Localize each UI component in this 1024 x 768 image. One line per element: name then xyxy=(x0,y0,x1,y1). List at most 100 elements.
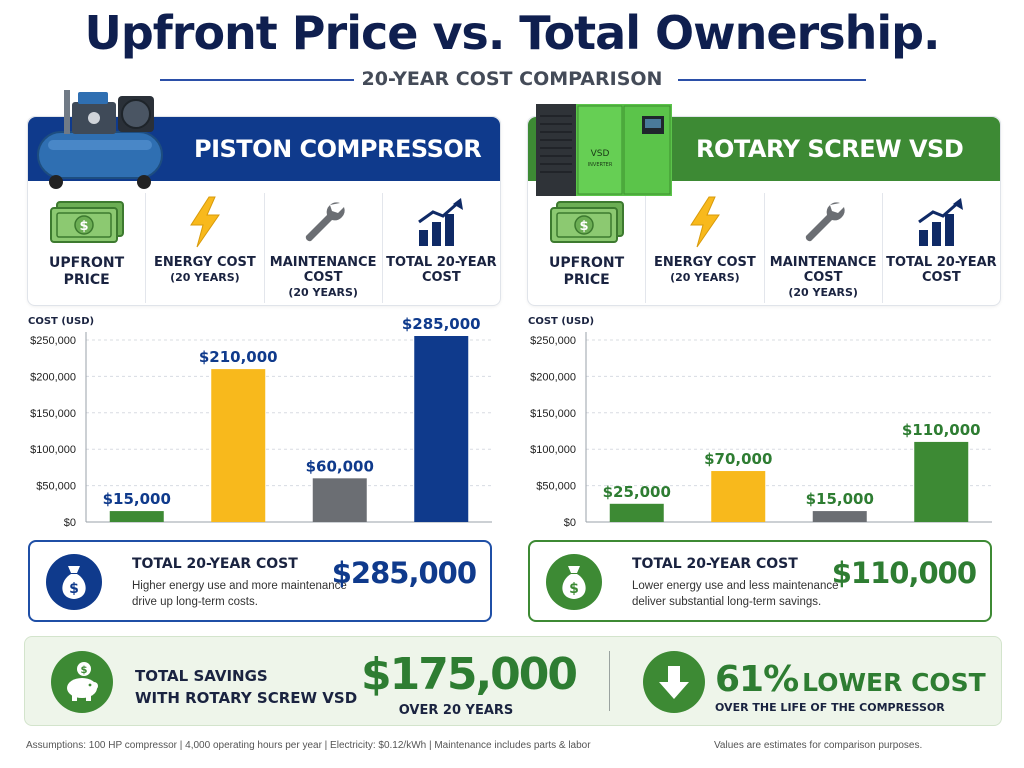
bar-3 xyxy=(812,511,867,522)
y-tick-label: $250,000 xyxy=(30,335,76,347)
bar-2 xyxy=(211,369,266,522)
arrow-down-icon xyxy=(643,651,705,713)
savings-label-line2: WITH ROTARY SCREW VSD xyxy=(135,689,358,707)
metric-label: UPFRONT PRICE xyxy=(549,255,625,288)
savings-period: OVER 20 YEARS xyxy=(398,703,514,718)
money-icon: $ xyxy=(528,193,645,251)
bar-3 xyxy=(312,478,367,522)
rotary-metric-energy: ENERGY COST (20 YEARS) xyxy=(646,193,765,303)
footer-assumptions: Assumptions: 100 HP compressor | 4,000 o… xyxy=(26,740,591,751)
piston-metric-total: TOTAL 20-YEAR COST xyxy=(383,193,500,303)
percent-subtext: OVER THE LIFE OF THE COMPRESSOR xyxy=(715,701,945,714)
percent-value: 61% xyxy=(715,659,799,700)
page-title: Upfront Price vs. Total Ownership. xyxy=(84,6,940,60)
rotary-cost-chart: COST (USD) $0 $50,000 $100,000 $150,000 $200,… xyxy=(528,316,992,529)
y-tick-label: $50,000 xyxy=(536,481,576,493)
percent-word: LOWER COST xyxy=(802,668,986,697)
piston-title: PISTON COMPRESSOR xyxy=(194,135,482,163)
percent-lower: 61% LOWER COST xyxy=(715,659,986,700)
metric-sub: (20 YEARS) xyxy=(170,271,240,284)
metric-sub: (20 YEARS) xyxy=(788,286,858,299)
metric-label: MAINTENANCE COST xyxy=(269,255,377,285)
piggy-bank-icon: $ xyxy=(51,651,113,713)
y-tick-label: $50,000 xyxy=(36,481,76,493)
bar-4 xyxy=(914,441,969,522)
piston-metric-maintenance: MAINTENANCE COST (20 YEARS) xyxy=(265,193,383,303)
wrench-icon xyxy=(265,193,382,251)
bar-1 xyxy=(109,511,164,522)
metric-sub: (20 YEARS) xyxy=(288,286,358,299)
savings-divider xyxy=(609,651,610,711)
piston-compressor-image xyxy=(34,82,164,199)
bar-1 xyxy=(609,503,664,522)
subtitle-row: 20-YEAR COST COMPARISON xyxy=(0,68,1024,92)
bar-chart-icon xyxy=(383,193,500,251)
footer-note: Values are estimates for comparison purp… xyxy=(714,740,923,751)
lightning-icon xyxy=(146,193,263,251)
y-tick-label: $0 xyxy=(564,517,576,529)
wrench-icon xyxy=(765,193,882,251)
piston-metric-energy: ENERGY COST (20 YEARS) xyxy=(146,193,265,303)
metric-label: TOTAL 20-YEAR COST xyxy=(886,255,997,285)
y-tick-label: $200,000 xyxy=(530,371,576,383)
bar-value-label: $15,000 xyxy=(103,490,171,508)
machine-label: VSD xyxy=(591,149,610,159)
savings-label-line1: TOTAL SAVINGS xyxy=(135,667,268,685)
savings-amount: $175,000 xyxy=(361,649,578,700)
bar-2 xyxy=(711,471,766,522)
svg-text:$: $ xyxy=(579,219,588,234)
total-amount: $285,000 xyxy=(331,556,477,590)
bar-value-label: $25,000 xyxy=(603,483,671,501)
money-bag-icon: $ xyxy=(546,554,602,610)
total-amount: $110,000 xyxy=(831,556,977,590)
metric-sub: (20 YEARS) xyxy=(670,271,740,284)
metric-label: TOTAL 20-YEAR COST xyxy=(386,255,497,285)
bar-value-label: $210,000 xyxy=(199,348,278,366)
y-tick-label: $150,000 xyxy=(530,408,576,420)
money-icon: $ xyxy=(28,193,145,251)
total-description: Higher energy use and more maintenance d… xyxy=(132,580,347,608)
metric-label: UPFRONT PRICE xyxy=(49,255,125,288)
rotary-metric-total: TOTAL 20-YEAR COST xyxy=(883,193,1000,303)
y-axis-label: COST (USD) xyxy=(28,316,94,327)
svg-text:$: $ xyxy=(69,581,79,597)
svg-text:$: $ xyxy=(81,665,88,676)
lightning-icon xyxy=(646,193,763,251)
bar-chart-icon xyxy=(883,193,1000,251)
y-tick-label: $250,000 xyxy=(530,335,576,347)
bar-value-label: $110,000 xyxy=(902,421,981,439)
y-tick-label: $100,000 xyxy=(530,444,576,456)
machine-sublabel: INVERTER xyxy=(588,162,613,168)
y-tick-label: $100,000 xyxy=(30,444,76,456)
piston-metrics: $ UPFRONT PRICE ENERGY COST (20 YEARS) M… xyxy=(28,193,500,303)
bar-value-label: $285,000 xyxy=(402,315,481,333)
bar-value-label: $60,000 xyxy=(306,457,374,475)
page-subtitle: 20-YEAR COST COMPARISON xyxy=(361,68,663,90)
rotary-metric-maintenance: MAINTENANCE COST (20 YEARS) xyxy=(765,193,883,303)
savings-banner: $ TOTAL SAVINGS WITH ROTARY SCREW VSD $1… xyxy=(24,636,1002,726)
savings-label: TOTAL SAVINGS WITH ROTARY SCREW VSD xyxy=(135,665,357,709)
metric-label: ENERGY COST xyxy=(153,255,256,270)
piston-cost-chart: COST (USD) $0 $50,000 $100,000 $150,000 $200,… xyxy=(28,315,492,529)
piston-total-box: $ TOTAL 20-YEAR COST Higher energy use a… xyxy=(28,540,492,622)
total-title: TOTAL 20-YEAR COST xyxy=(132,556,298,572)
bar-value-label: $70,000 xyxy=(704,450,772,468)
rotary-compressor-image: VSD INVERTER xyxy=(534,102,674,205)
total-description: Lower energy use and less maintenance de… xyxy=(632,580,839,608)
rotary-metrics: $ UPFRONT PRICE ENERGY COST (20 YEARS) M… xyxy=(528,193,1000,303)
y-tick-label: $150,000 xyxy=(30,408,76,420)
piston-panel-header: PISTON COMPRESSOR xyxy=(28,117,500,181)
subtitle-rule-right xyxy=(678,79,866,81)
subtitle-rule-left xyxy=(160,79,354,81)
rotary-metric-upfront: $ UPFRONT PRICE xyxy=(528,193,647,303)
svg-text:$: $ xyxy=(79,219,88,234)
metric-label: ENERGY COST xyxy=(653,255,756,270)
svg-text:$: $ xyxy=(569,581,579,597)
y-tick-label: $0 xyxy=(64,517,76,529)
metric-label: MAINTENANCE COST xyxy=(769,255,877,285)
bar-value-label: $15,000 xyxy=(806,490,874,508)
y-axis-label: COST (USD) xyxy=(528,316,594,327)
rotary-title: ROTARY SCREW VSD xyxy=(696,135,964,163)
money-bag-icon: $ xyxy=(46,554,102,610)
total-title: TOTAL 20-YEAR COST xyxy=(632,556,798,572)
